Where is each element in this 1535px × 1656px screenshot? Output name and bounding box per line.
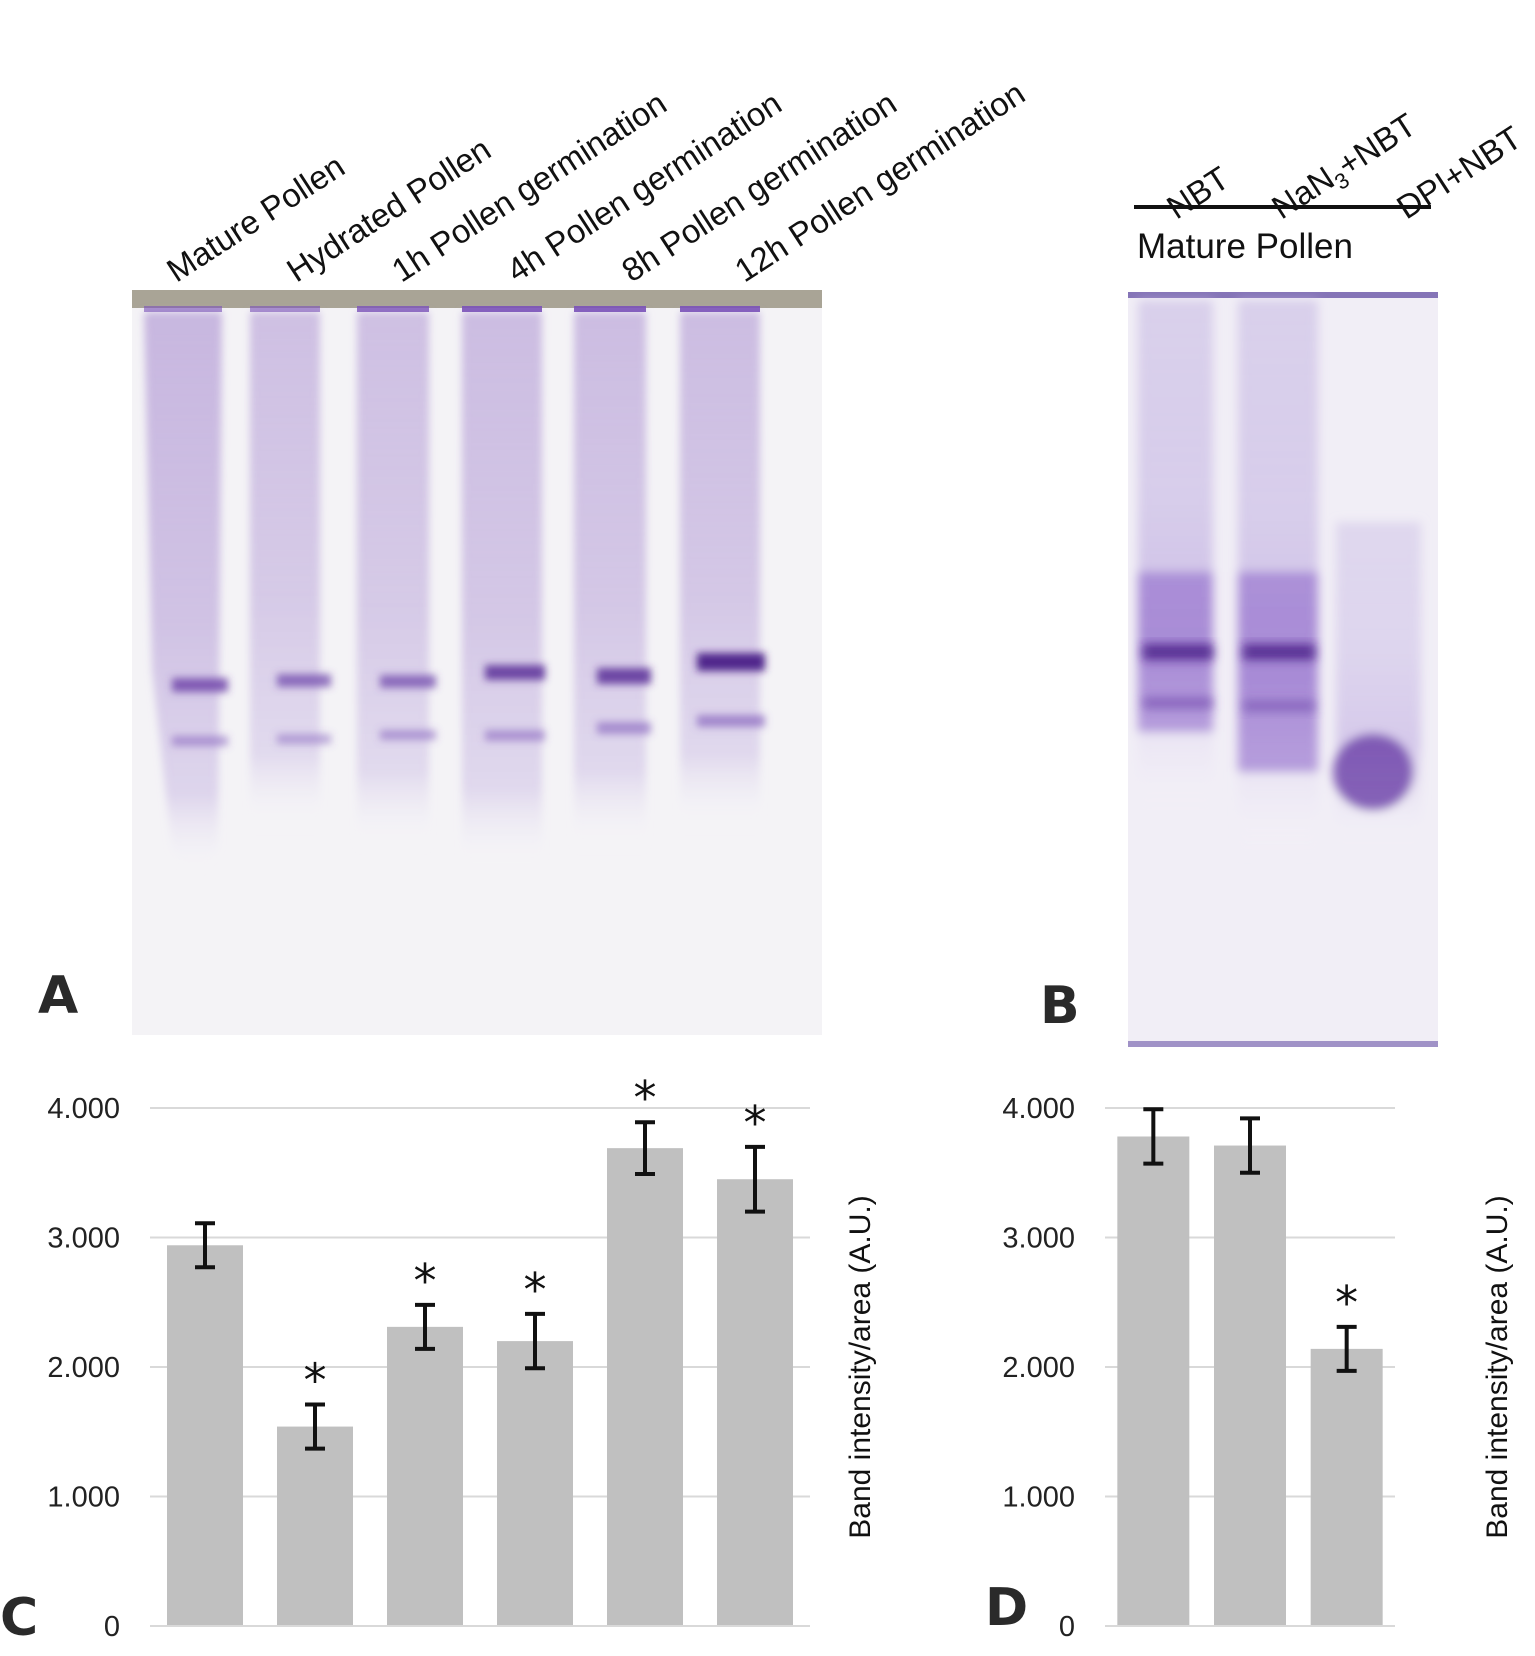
chart-c-bar [717,1179,793,1626]
chart-c-significance-marker: * [304,1354,327,1408]
chart-c-significance-marker: * [744,1096,767,1150]
gel-b-lane-label-1-suffix: +NBT [1330,105,1423,184]
chart-d-tick-label: 1.000 [1002,1482,1075,1514]
gel-b-lane-label-0: NBT [1160,159,1236,227]
chart-c-tick-label: 4.000 [47,1093,120,1125]
chart-c-bar [387,1326,463,1626]
chart-c-tick-label: 0 [104,1611,120,1643]
chart-d-tick-label: 0 [1059,1611,1075,1643]
gel-a-bands [172,653,765,746]
gel-b-bands [1143,644,1315,712]
chart-c-significance-marker: * [524,1263,547,1317]
chart-c-y-axis-title: Band intensity/area (A.U.) [844,1195,877,1539]
chart-d: 0 1.000 2.000 3.000 4.000 * Band intensity/are… [1002,1093,1514,1643]
gel-b-treatment-label: Mature Pollen [1137,227,1353,266]
chart-d-bar [1117,1136,1190,1626]
chart-c-significance-marker: * [634,1071,657,1125]
chart-d-y-axis-title: Band intensity/area (A.U.) [1481,1195,1514,1539]
panel-d-letter: D [985,1578,1029,1638]
panel-c-letter: C [0,1588,39,1648]
chart-d-tick-label: 2.000 [1002,1352,1075,1384]
gel-b-lane-label-1-prefix: NaN [1265,159,1341,227]
panel-b-letter: B [1040,976,1080,1036]
chart-d-tick-label: 4.000 [1002,1093,1075,1125]
gel-b-image [1128,292,1438,1047]
chart-c-bar [607,1148,683,1626]
chart-c: 0 1.000 2.000 3.000 4.000 * * * * * Band intensity… [47,1071,877,1643]
chart-d-bar [1214,1145,1286,1626]
chart-c-bar [497,1341,573,1626]
chart-c-tick-label: 1.000 [47,1482,120,1514]
chart-c-bar [277,1426,353,1626]
chart-c-significance-marker: * [414,1254,437,1308]
chart-c-bar [167,1245,243,1626]
chart-d-bar [1310,1348,1383,1626]
chart-d-tick-label: 3.000 [1002,1223,1075,1255]
chart-d-significance-marker: * [1335,1276,1358,1330]
panel-a-letter: A [38,966,79,1026]
gel-b-lane-label-0-text: NBT [1160,159,1236,227]
gel-a-image [132,290,822,1035]
gel-b-bracket-line [1134,205,1431,209]
chart-c-tick-label: 2.000 [47,1352,120,1384]
chart-c-tick-label: 3.000 [47,1223,120,1255]
